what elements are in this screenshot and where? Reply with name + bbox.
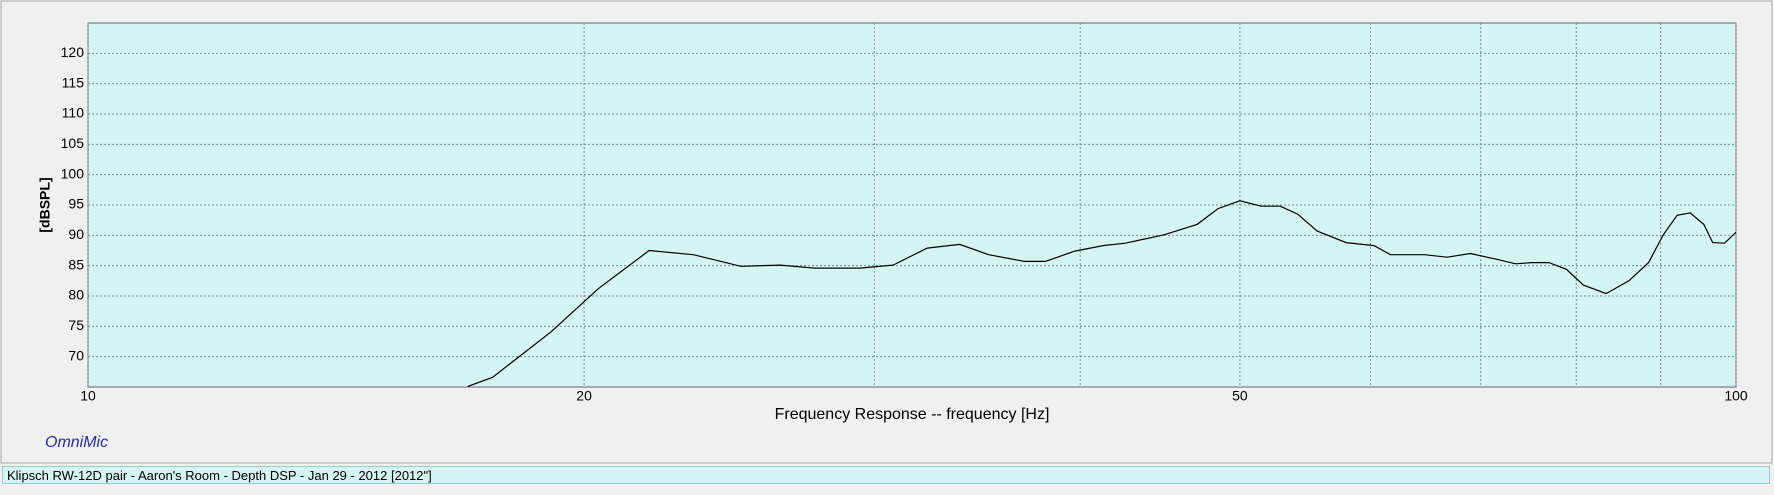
y-tick-label: 85: [68, 256, 84, 272]
y-tick-label: 110: [62, 105, 85, 121]
chart: [dBSPL] Frequency Response -- frequency …: [0, 0, 1773, 464]
y-axis-label: [dBSPL]: [37, 177, 53, 232]
watermark: OmniMic: [45, 434, 108, 451]
y-tick-label: 75: [68, 317, 84, 333]
x-axis-label: Frequency Response -- frequency [Hz]: [775, 406, 1050, 423]
y-tick-label: 115: [62, 74, 85, 90]
y-tick-label: 70: [68, 347, 84, 363]
status-bar: Klipsch RW-12D pair - Aaron's Room - Dep…: [2, 466, 1770, 484]
x-tick-label: 20: [576, 388, 592, 404]
x-tick-label: 50: [1232, 388, 1248, 404]
y-tick-label: 120: [61, 44, 85, 60]
y-tick-label: 80: [68, 287, 84, 303]
response-curve: [467, 200, 1737, 387]
x-tick-label: 100: [1724, 388, 1748, 404]
y-tick-label: 90: [68, 226, 84, 242]
y-tick-label: 105: [61, 135, 85, 151]
y-tick-label: 95: [68, 196, 84, 212]
frame: [0, 0, 1773, 464]
x-tick-label: 10: [80, 388, 96, 404]
y-tick-label: 100: [61, 165, 85, 181]
